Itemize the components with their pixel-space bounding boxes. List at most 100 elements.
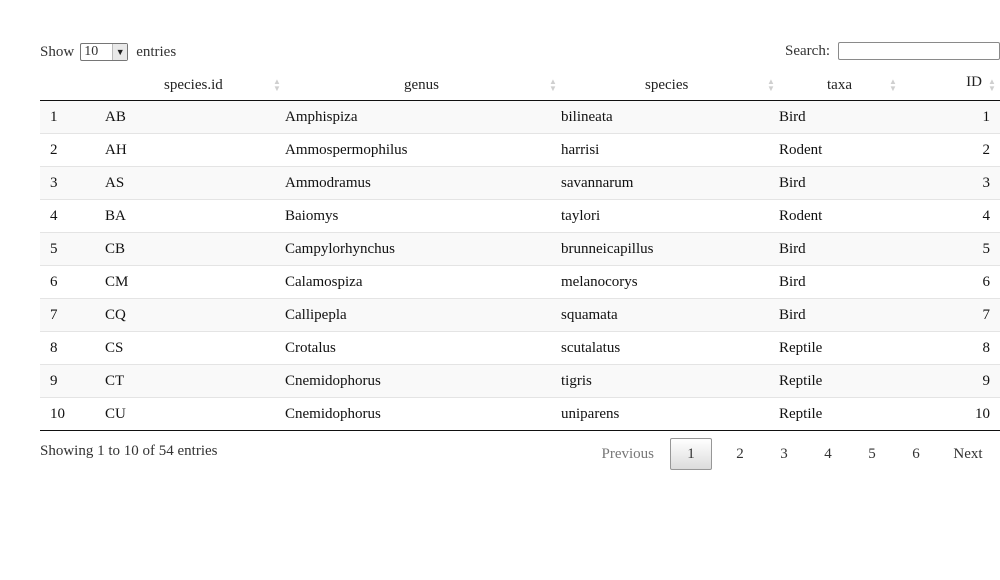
column-header-id[interactable]: ID ▲ ▼ bbox=[901, 70, 1000, 101]
cell-species: bilineata bbox=[561, 100, 779, 134]
cell-taxa: Bird bbox=[779, 232, 901, 266]
cell-genus: Cnemidophorus bbox=[285, 397, 561, 431]
cell-genus: Baiomys bbox=[285, 199, 561, 233]
data-table: species.id ▲ ▼ genus ▲ ▼ species ▲ ▼ taxa ▲… bbox=[40, 70, 1000, 431]
previous-page-button[interactable]: Previous bbox=[601, 445, 655, 462]
cell-taxa: Bird bbox=[779, 100, 901, 134]
search-input[interactable] bbox=[838, 42, 1000, 60]
cell-rownum: 4 bbox=[40, 199, 105, 233]
sort-both-icon: ▲ ▼ bbox=[889, 77, 897, 93]
length-control: Show 10 ▼ entries bbox=[40, 42, 176, 62]
cell-species-id: CB bbox=[105, 232, 285, 266]
column-header-label: species bbox=[645, 76, 689, 93]
cell-rownum: 5 bbox=[40, 232, 105, 266]
cell-species-id: AB bbox=[105, 100, 285, 134]
cell-id: 9 bbox=[901, 364, 1000, 398]
cell-genus: Crotalus bbox=[285, 331, 561, 365]
cell-taxa: Reptile bbox=[779, 364, 901, 398]
cell-genus: Cnemidophorus bbox=[285, 364, 561, 398]
cell-species: tigris bbox=[561, 364, 779, 398]
cell-species: brunneicapillus bbox=[561, 232, 779, 266]
table-row: 2 AH Ammospermophilus harrisi Rodent 2 bbox=[40, 133, 1000, 167]
cell-rownum: 10 bbox=[40, 397, 105, 431]
table-row: 3 AS Ammodramus savannarum Bird 3 bbox=[40, 166, 1000, 200]
cell-species: taylori bbox=[561, 199, 779, 233]
cell-genus: Ammodramus bbox=[285, 166, 561, 200]
cell-genus: Calamospiza bbox=[285, 265, 561, 299]
cell-species: melanocorys bbox=[561, 265, 779, 299]
cell-rownum: 9 bbox=[40, 364, 105, 398]
cell-id: 3 bbox=[901, 166, 1000, 200]
cell-species-id: BA bbox=[105, 199, 285, 233]
cell-genus: Amphispiza bbox=[285, 100, 561, 134]
cell-id: 10 bbox=[901, 397, 1000, 431]
column-header-species[interactable]: species ▲ ▼ bbox=[561, 70, 779, 101]
cell-rownum: 2 bbox=[40, 133, 105, 167]
table-row: 8 CS Crotalus scutalatus Reptile 8 bbox=[40, 331, 1000, 365]
cell-species-id: CT bbox=[105, 364, 285, 398]
table-row: 9 CT Cnemidophorus tigris Reptile 9 bbox=[40, 364, 1000, 398]
sort-both-icon: ▲ ▼ bbox=[767, 77, 775, 93]
page-button-2[interactable]: 2 bbox=[736, 445, 744, 462]
column-header-rownum[interactable] bbox=[40, 70, 105, 101]
page-button-6[interactable]: 6 bbox=[912, 445, 920, 462]
table-row: 1 AB Amphispiza bilineata Bird 1 bbox=[40, 100, 1000, 134]
cell-genus: Callipepla bbox=[285, 298, 561, 332]
cell-taxa: Bird bbox=[779, 265, 901, 299]
pagination: Previous 1 2 3 4 5 6 Next bbox=[602, 437, 1000, 471]
cell-rownum: 8 bbox=[40, 331, 105, 365]
table-header-row: species.id ▲ ▼ genus ▲ ▼ species ▲ ▼ taxa ▲… bbox=[40, 70, 1000, 101]
cell-species-id: AH bbox=[105, 133, 285, 167]
cell-id: 5 bbox=[901, 232, 1000, 266]
entries-length-select[interactable]: 10 ▼ bbox=[80, 43, 129, 61]
table-row: 4 BA Baiomys taylori Rodent 4 bbox=[40, 199, 1000, 233]
cell-rownum: 1 bbox=[40, 100, 105, 134]
cell-species-id: AS bbox=[105, 166, 285, 200]
cell-id: 8 bbox=[901, 331, 1000, 365]
cell-taxa: Bird bbox=[779, 166, 901, 200]
cell-genus: Ammospermophilus bbox=[285, 133, 561, 167]
table-row: 6 CM Calamospiza melanocorys Bird 6 bbox=[40, 265, 1000, 299]
table-row: 7 CQ Callipepla squamata Bird 7 bbox=[40, 298, 1000, 332]
sort-both-icon: ▲ ▼ bbox=[549, 77, 557, 93]
cell-taxa: Bird bbox=[779, 298, 901, 332]
cell-species: uniparens bbox=[561, 397, 779, 431]
cell-species-id: CM bbox=[105, 265, 285, 299]
entries-length-value: 10 bbox=[84, 44, 99, 59]
cell-rownum: 6 bbox=[40, 265, 105, 299]
cell-taxa: Reptile bbox=[779, 331, 901, 365]
column-header-label: taxa bbox=[827, 76, 852, 93]
cell-rownum: 3 bbox=[40, 166, 105, 200]
cell-species: savannarum bbox=[561, 166, 779, 200]
cell-species: squamata bbox=[561, 298, 779, 332]
next-page-button[interactable]: Next bbox=[953, 445, 983, 462]
cell-id: 2 bbox=[901, 133, 1000, 167]
cell-species: harrisi bbox=[561, 133, 779, 167]
chevron-down-icon: ▼ bbox=[112, 44, 128, 60]
search-label: Search: bbox=[785, 42, 830, 59]
page-button-4[interactable]: 4 bbox=[824, 445, 832, 462]
cell-species: scutalatus bbox=[561, 331, 779, 365]
column-header-taxa[interactable]: taxa ▲ ▼ bbox=[779, 70, 901, 101]
cell-rownum: 7 bbox=[40, 298, 105, 332]
cell-id: 7 bbox=[901, 298, 1000, 332]
cell-taxa: Rodent bbox=[779, 199, 901, 233]
sort-both-icon: ▲ ▼ bbox=[273, 77, 281, 93]
cell-id: 4 bbox=[901, 199, 1000, 233]
entries-label: entries bbox=[136, 43, 177, 60]
page-button-5[interactable]: 5 bbox=[868, 445, 876, 462]
cell-taxa: Reptile bbox=[779, 397, 901, 431]
column-header-species-id[interactable]: species.id ▲ ▼ bbox=[105, 70, 285, 101]
column-header-genus[interactable]: genus ▲ ▼ bbox=[285, 70, 561, 101]
table-row: 10 CU Cnemidophorus uniparens Reptile 10 bbox=[40, 397, 1000, 431]
show-label: Show bbox=[40, 43, 75, 60]
cell-species-id: CU bbox=[105, 397, 285, 431]
table-body: 1 AB Amphispiza bilineata Bird 1 2 AH Am… bbox=[40, 100, 1000, 431]
cell-species-id: CS bbox=[105, 331, 285, 365]
table-info: Showing 1 to 10 of 54 entries bbox=[40, 443, 218, 459]
cell-genus: Campylorhynchus bbox=[285, 232, 561, 266]
search-control: Search: bbox=[785, 40, 1000, 62]
page-button-1[interactable]: 1 bbox=[670, 438, 712, 470]
page-button-3[interactable]: 3 bbox=[780, 445, 788, 462]
column-header-label: ID bbox=[966, 74, 982, 90]
